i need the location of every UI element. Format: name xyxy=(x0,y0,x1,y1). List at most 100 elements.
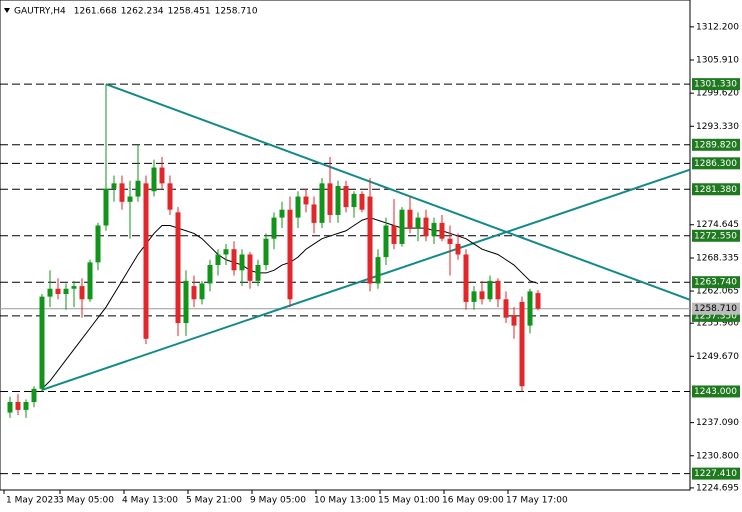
candle-body xyxy=(255,265,261,281)
trendline xyxy=(105,83,691,301)
x-tick-label: 15 May 01:00 xyxy=(378,496,440,506)
y-tick-label: 1299.620 xyxy=(696,89,739,99)
candle-body xyxy=(231,249,237,271)
level-label-box xyxy=(692,157,740,170)
level-label-box xyxy=(692,78,740,91)
level-label: 1301.330 xyxy=(694,80,737,90)
y-tick-label: 1312.200 xyxy=(696,22,739,32)
x-tick-label: 10 May 13:00 xyxy=(314,496,376,506)
candle-body xyxy=(127,196,133,202)
candle-body xyxy=(431,222,437,237)
candle-body xyxy=(135,180,141,197)
candle-body xyxy=(71,286,77,289)
candle-body xyxy=(207,265,213,284)
candle-body xyxy=(151,167,157,192)
level-label: 1289.820 xyxy=(694,140,737,150)
plot-frame xyxy=(0,0,691,491)
candle-body xyxy=(311,204,317,223)
y-tick-label: 1268.335 xyxy=(696,253,739,263)
candle-body xyxy=(471,291,477,302)
candle-body xyxy=(199,283,205,300)
candle-body xyxy=(295,196,301,218)
candle-body xyxy=(415,217,421,229)
candle-body xyxy=(343,185,349,208)
candle-body xyxy=(103,188,109,226)
y-tick-label: 1237.090 xyxy=(696,418,739,428)
candle-body xyxy=(423,217,429,237)
header-value: 1258.451 xyxy=(168,7,211,17)
candle-body xyxy=(143,183,149,339)
y-tick-label: 1293.330 xyxy=(696,122,739,132)
candle-body xyxy=(159,167,165,184)
candle-body xyxy=(167,183,173,210)
x-tick-label: 1 May 2023 xyxy=(6,496,59,506)
symbol: GAUTRY,H4 xyxy=(14,7,66,17)
candle-body xyxy=(183,280,189,323)
candle-body xyxy=(399,209,405,244)
candle-body xyxy=(359,193,365,210)
candle-body xyxy=(223,249,229,255)
candle-body xyxy=(55,288,61,294)
candle-body xyxy=(87,262,93,300)
level-label: 1227.410 xyxy=(694,469,737,479)
y-tick-label: 1255.960 xyxy=(696,319,739,329)
x-tick-label: 16 May 09:00 xyxy=(442,496,504,506)
y-tick-label: 1262.065 xyxy=(696,287,739,297)
level-label-box xyxy=(692,138,740,151)
y-tick-label: 1230.800 xyxy=(696,451,739,461)
y-tick-label: 1274.645 xyxy=(696,220,739,230)
candle-body xyxy=(247,254,253,281)
level-label-box xyxy=(692,385,740,398)
candle-body xyxy=(7,402,13,413)
candle-body xyxy=(511,315,517,326)
candle-body xyxy=(375,257,381,284)
candle-body xyxy=(503,299,509,318)
candle-body xyxy=(63,288,69,294)
header-value: 1262.234 xyxy=(121,7,164,17)
level-label: 1281.380 xyxy=(694,185,737,195)
candle-body xyxy=(119,183,125,202)
candle-body xyxy=(95,225,101,263)
y-tick-label: 1224.695 xyxy=(696,483,739,493)
candle-body xyxy=(439,222,445,239)
current-price-label: 1258.710 xyxy=(694,304,737,314)
x-tick-label: 5 May 21:00 xyxy=(186,496,242,506)
candle-body xyxy=(495,280,501,300)
candle-body xyxy=(215,254,221,266)
candle-body xyxy=(455,243,461,255)
candle-body xyxy=(111,183,117,189)
level-label-box xyxy=(692,229,740,242)
candle-body xyxy=(287,209,293,300)
candle-body xyxy=(239,254,245,271)
candle-body xyxy=(383,225,389,258)
y-tick-label: 1305.910 xyxy=(696,56,739,66)
x-tick-label: 4 May 13:00 xyxy=(122,496,178,506)
level-label-box xyxy=(692,183,740,196)
candle-body xyxy=(527,291,533,326)
candle-body xyxy=(31,388,37,403)
candle-body xyxy=(447,238,453,244)
header-value: 1261.668 xyxy=(74,7,117,17)
candle-body xyxy=(535,293,541,309)
current-price-box xyxy=(692,302,740,315)
level-label: 1286.300 xyxy=(694,159,737,169)
candle-body xyxy=(367,196,373,284)
candle-body xyxy=(15,402,21,410)
candle-body xyxy=(319,183,325,223)
level-label: 1272.550 xyxy=(694,231,737,241)
level-label: 1263.740 xyxy=(694,278,737,288)
header-value: 1258.710 xyxy=(215,7,258,17)
level-label: 1257.350 xyxy=(694,311,737,321)
candle-body xyxy=(519,301,525,387)
candle-body xyxy=(271,217,277,239)
candle-body xyxy=(303,196,309,205)
level-label-box xyxy=(692,276,740,289)
y-tick-label: 1249.670 xyxy=(696,352,739,362)
candle-body xyxy=(479,291,485,300)
candle-body xyxy=(79,286,85,300)
candle-body xyxy=(191,286,197,300)
x-tick-label: 17 May 17:00 xyxy=(506,496,568,506)
level-label-box xyxy=(692,467,740,480)
x-tick-label: 3 May 05:00 xyxy=(58,496,114,506)
